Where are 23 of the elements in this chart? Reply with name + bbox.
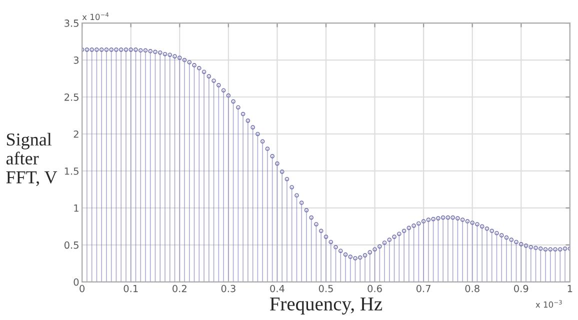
x-axis-title: Frequency, Hz [270,298,382,315]
x-tick-label: 0.7 [416,284,430,292]
y-tick-label: 1.5 [64,168,78,175]
x-tick-label: 0.5 [318,284,333,292]
x-tick-label: 1 [568,284,572,292]
x-tick-label: 0 [80,284,85,292]
text: x 10$^{−3}$ [536,300,562,308]
y-tick-label: 3.5 [64,20,78,27]
x-tick-label: 0.1 [124,284,138,292]
y-tick-label: 2.5 [64,93,78,101]
x-tick-label: 0.6 [368,284,382,292]
x-tick-label: 0.8 [465,284,480,292]
y-tick-label: 3 [74,56,79,64]
y-axis-title: Signal after FFT, V [6,132,58,186]
y-tick-label: 2 [74,130,78,138]
x-tick-label: 0.4 [270,284,284,292]
y-tick-label: 0.5 [64,241,78,249]
y-tick-label: 0 [74,278,79,286]
y-tick-label: 1 [74,204,78,212]
x-tick-label: 0.3 [221,284,236,292]
text: x 10$^{−4}$ [82,12,109,20]
x-tick-label: 0.9 [514,284,528,292]
x-tick-label: 0.2 [172,284,186,292]
